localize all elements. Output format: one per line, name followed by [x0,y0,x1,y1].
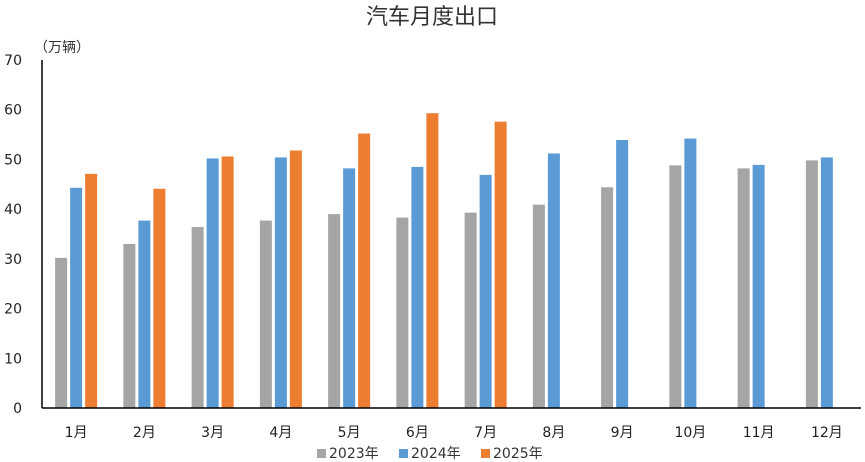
x-tick-label: 3月 [201,425,224,441]
x-tick-label: 7月 [474,425,497,441]
bar-2023年-9月 [601,187,614,408]
bar-2024年-10月 [684,138,697,408]
bar-2024年-6月 [411,166,424,408]
y-axis: 0 10 20 30 40 50 60 70 [4,53,43,417]
bars [55,113,833,409]
x-tick-label: 2月 [133,425,156,441]
bar-2023年-7月 [464,212,477,408]
x-tick-label: 1月 [65,425,88,441]
bar-2024年-2月 [138,220,151,408]
y-tick-label: 60 [4,103,22,119]
x-tick-label: 9月 [611,425,634,441]
legend-swatch [481,449,490,458]
x-tick-label: 10月 [674,425,706,441]
bar-2023年-10月 [669,165,682,408]
bar-2025年-5月 [358,133,371,408]
bar-2024年-4月 [274,157,287,408]
legend-swatch [399,449,408,458]
legend-label: 2024年 [411,446,461,462]
chart-title: 汽车月度出口 [366,5,498,30]
bar-2024年-1月 [70,187,83,408]
x-tick-label: 8月 [542,425,565,441]
bar-2023年-1月 [55,257,68,408]
x-tick-label: 11月 [743,425,775,441]
y-tick-label: 0 [13,401,22,417]
bar-2025年-6月 [426,113,439,409]
legend-swatch [317,449,326,458]
bar-2024年-3月 [206,158,219,408]
bar-2024年-9月 [616,140,629,409]
bar-2023年-5月 [328,214,341,408]
y-tick-label: 30 [4,252,22,268]
bar-2024年-7月 [479,174,492,408]
bar-2023年-11月 [737,168,750,408]
x-tick-label: 5月 [338,425,361,441]
bar-2025年-3月 [221,156,234,408]
y-tick-label: 10 [4,351,22,367]
bar-2025年-2月 [153,188,166,408]
bar-2023年-4月 [259,220,272,408]
y-tick-label: 20 [4,302,22,318]
bar-2024年-5月 [343,168,356,408]
y-tick-label: 70 [4,53,22,69]
bar-2024年-11月 [752,164,765,408]
x-tick-label: 4月 [269,425,292,441]
bar-2023年-2月 [123,243,136,408]
y-unit-label: （万辆） [34,40,90,56]
x-tick-label: 6月 [406,425,429,441]
bar-2024年-8月 [547,153,560,408]
bar-2025年-4月 [289,150,302,409]
bar-2023年-6月 [396,217,409,408]
bar-2024年-12月 [820,157,833,408]
y-tick-label: 40 [4,202,22,218]
y-tick-label: 50 [4,152,22,168]
bar-2023年-12月 [805,160,818,408]
bar-2023年-8月 [532,204,545,408]
x-axis: 1月 2月 3月 4月 5月 6月 7月 8月 9月 10月 11月 12月 [42,407,861,441]
bar-2025年-1月 [85,173,98,408]
legend-label: 2025年 [493,446,543,462]
legend-label: 2023年 [329,446,379,462]
bar-2025年-7月 [494,121,507,408]
x-tick-label: 12月 [811,425,843,441]
legend: 2023年 2024年 2025年 [317,446,543,462]
bar-2023年-3月 [191,227,204,408]
